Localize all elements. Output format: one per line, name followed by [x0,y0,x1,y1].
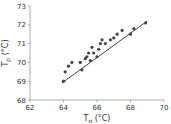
x-axis-label-rest: (°C) [92,114,110,123]
scatter-point [144,21,147,24]
scatter-point [64,70,67,73]
y-tick [28,24,31,25]
x-tick-label: 64 [59,104,68,112]
x-axis-line [30,100,164,101]
scatter-point [87,51,90,54]
y-tick [28,81,31,82]
scatter-point [100,38,103,41]
scatter-point [109,38,112,41]
y-tick [28,6,31,7]
y-tick-label: 72 [17,21,26,29]
x-tick [164,100,165,103]
scatter-point [62,80,65,83]
y-tick [28,100,31,101]
x-tick-label: 66 [93,104,102,112]
scatter-point [112,36,115,39]
scatter-point [104,42,107,45]
x-tick [130,100,131,103]
x-tick-label: 70 [160,104,169,112]
y-axis-label-rest: (°C) [1,39,10,57]
y-tick-label: 68 [17,97,26,105]
scatter-point [132,27,135,30]
y-tick [28,43,31,44]
scatter-point [89,59,92,62]
x-tick [30,100,31,103]
y-tick-label: 70 [17,59,26,67]
y-tick [28,62,31,63]
scatter-point [121,29,124,32]
scatter-point [79,61,82,64]
scatter-point [67,65,70,68]
scatter-point [129,33,132,36]
y-axis-label: Tp (°C) [1,39,12,67]
x-axis-label: To (°C) [83,114,111,124]
scatter-point [70,61,73,64]
scatter-point [99,42,102,45]
scatter-point [80,68,83,71]
chart: 62 64 66 68 70 68 69 70 71 72 73 To (°C) Tp (°C) [0,0,171,124]
y-tick-label: 71 [17,40,26,48]
x-tick [63,100,64,103]
scatter-point [116,33,119,36]
x-tick-label: 68 [126,104,135,112]
scatter-point [90,46,93,49]
scatter-point [95,55,98,58]
plot-area [62,21,147,83]
scatter-point [97,48,100,51]
y-tick-label: 69 [17,78,26,86]
y-tick-label: 73 [17,3,26,11]
y-axis-line [30,6,31,100]
x-tick [97,100,98,103]
scatter-point [92,51,95,54]
fit-line [62,21,147,83]
x-tick-label: 62 [26,104,35,112]
scatter-point [85,55,88,58]
